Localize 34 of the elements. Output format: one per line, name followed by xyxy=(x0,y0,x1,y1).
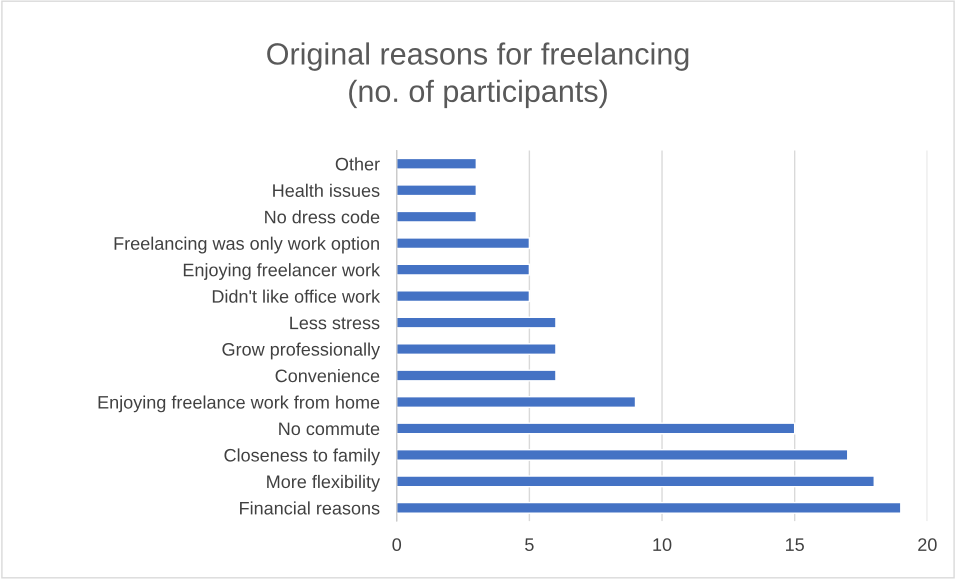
chart-title: Original reasons for freelancing (no. of participants) xyxy=(267,42,688,108)
y-tick-label: Health issues xyxy=(273,184,380,197)
bar xyxy=(396,422,796,434)
bar xyxy=(396,290,530,302)
bar xyxy=(396,316,557,329)
y-tick-label: Closeness to family xyxy=(224,448,380,466)
y-tick-label: Freelancing was only work option xyxy=(114,236,379,254)
y-tick-label: No commute xyxy=(279,422,380,436)
y-tick-label: Other xyxy=(336,157,380,170)
bar xyxy=(396,475,875,488)
bar xyxy=(396,237,530,250)
y-tick-label: Grow professionally xyxy=(222,342,380,360)
bar xyxy=(396,210,478,223)
bar xyxy=(396,264,530,276)
y-tick-label: Convenience xyxy=(276,368,380,382)
bar xyxy=(396,184,478,196)
x-tick-label: 0 xyxy=(392,538,402,552)
x-tick-label: 10 xyxy=(653,538,672,552)
x-tick-label: 5 xyxy=(525,538,534,552)
y-tick-label: Enjoying freelancer work xyxy=(184,263,380,280)
x-tick-label: 20 xyxy=(918,538,937,552)
y-tick-label: Enjoying freelance work from home xyxy=(98,395,380,412)
bar xyxy=(396,343,557,356)
x-tick-label: 15 xyxy=(786,538,804,552)
bar xyxy=(396,502,902,514)
y-tick-label: Didn't like office work xyxy=(212,290,380,303)
y-tick-label: Less stress xyxy=(290,316,380,330)
y-tick-label: More flexibility xyxy=(267,474,380,492)
y-tick-label: No dress code xyxy=(265,210,380,224)
y-tick-label: Financial reasons xyxy=(240,501,380,515)
bar xyxy=(396,448,848,461)
bar xyxy=(396,396,636,408)
bar xyxy=(396,158,478,170)
bar xyxy=(396,370,557,382)
